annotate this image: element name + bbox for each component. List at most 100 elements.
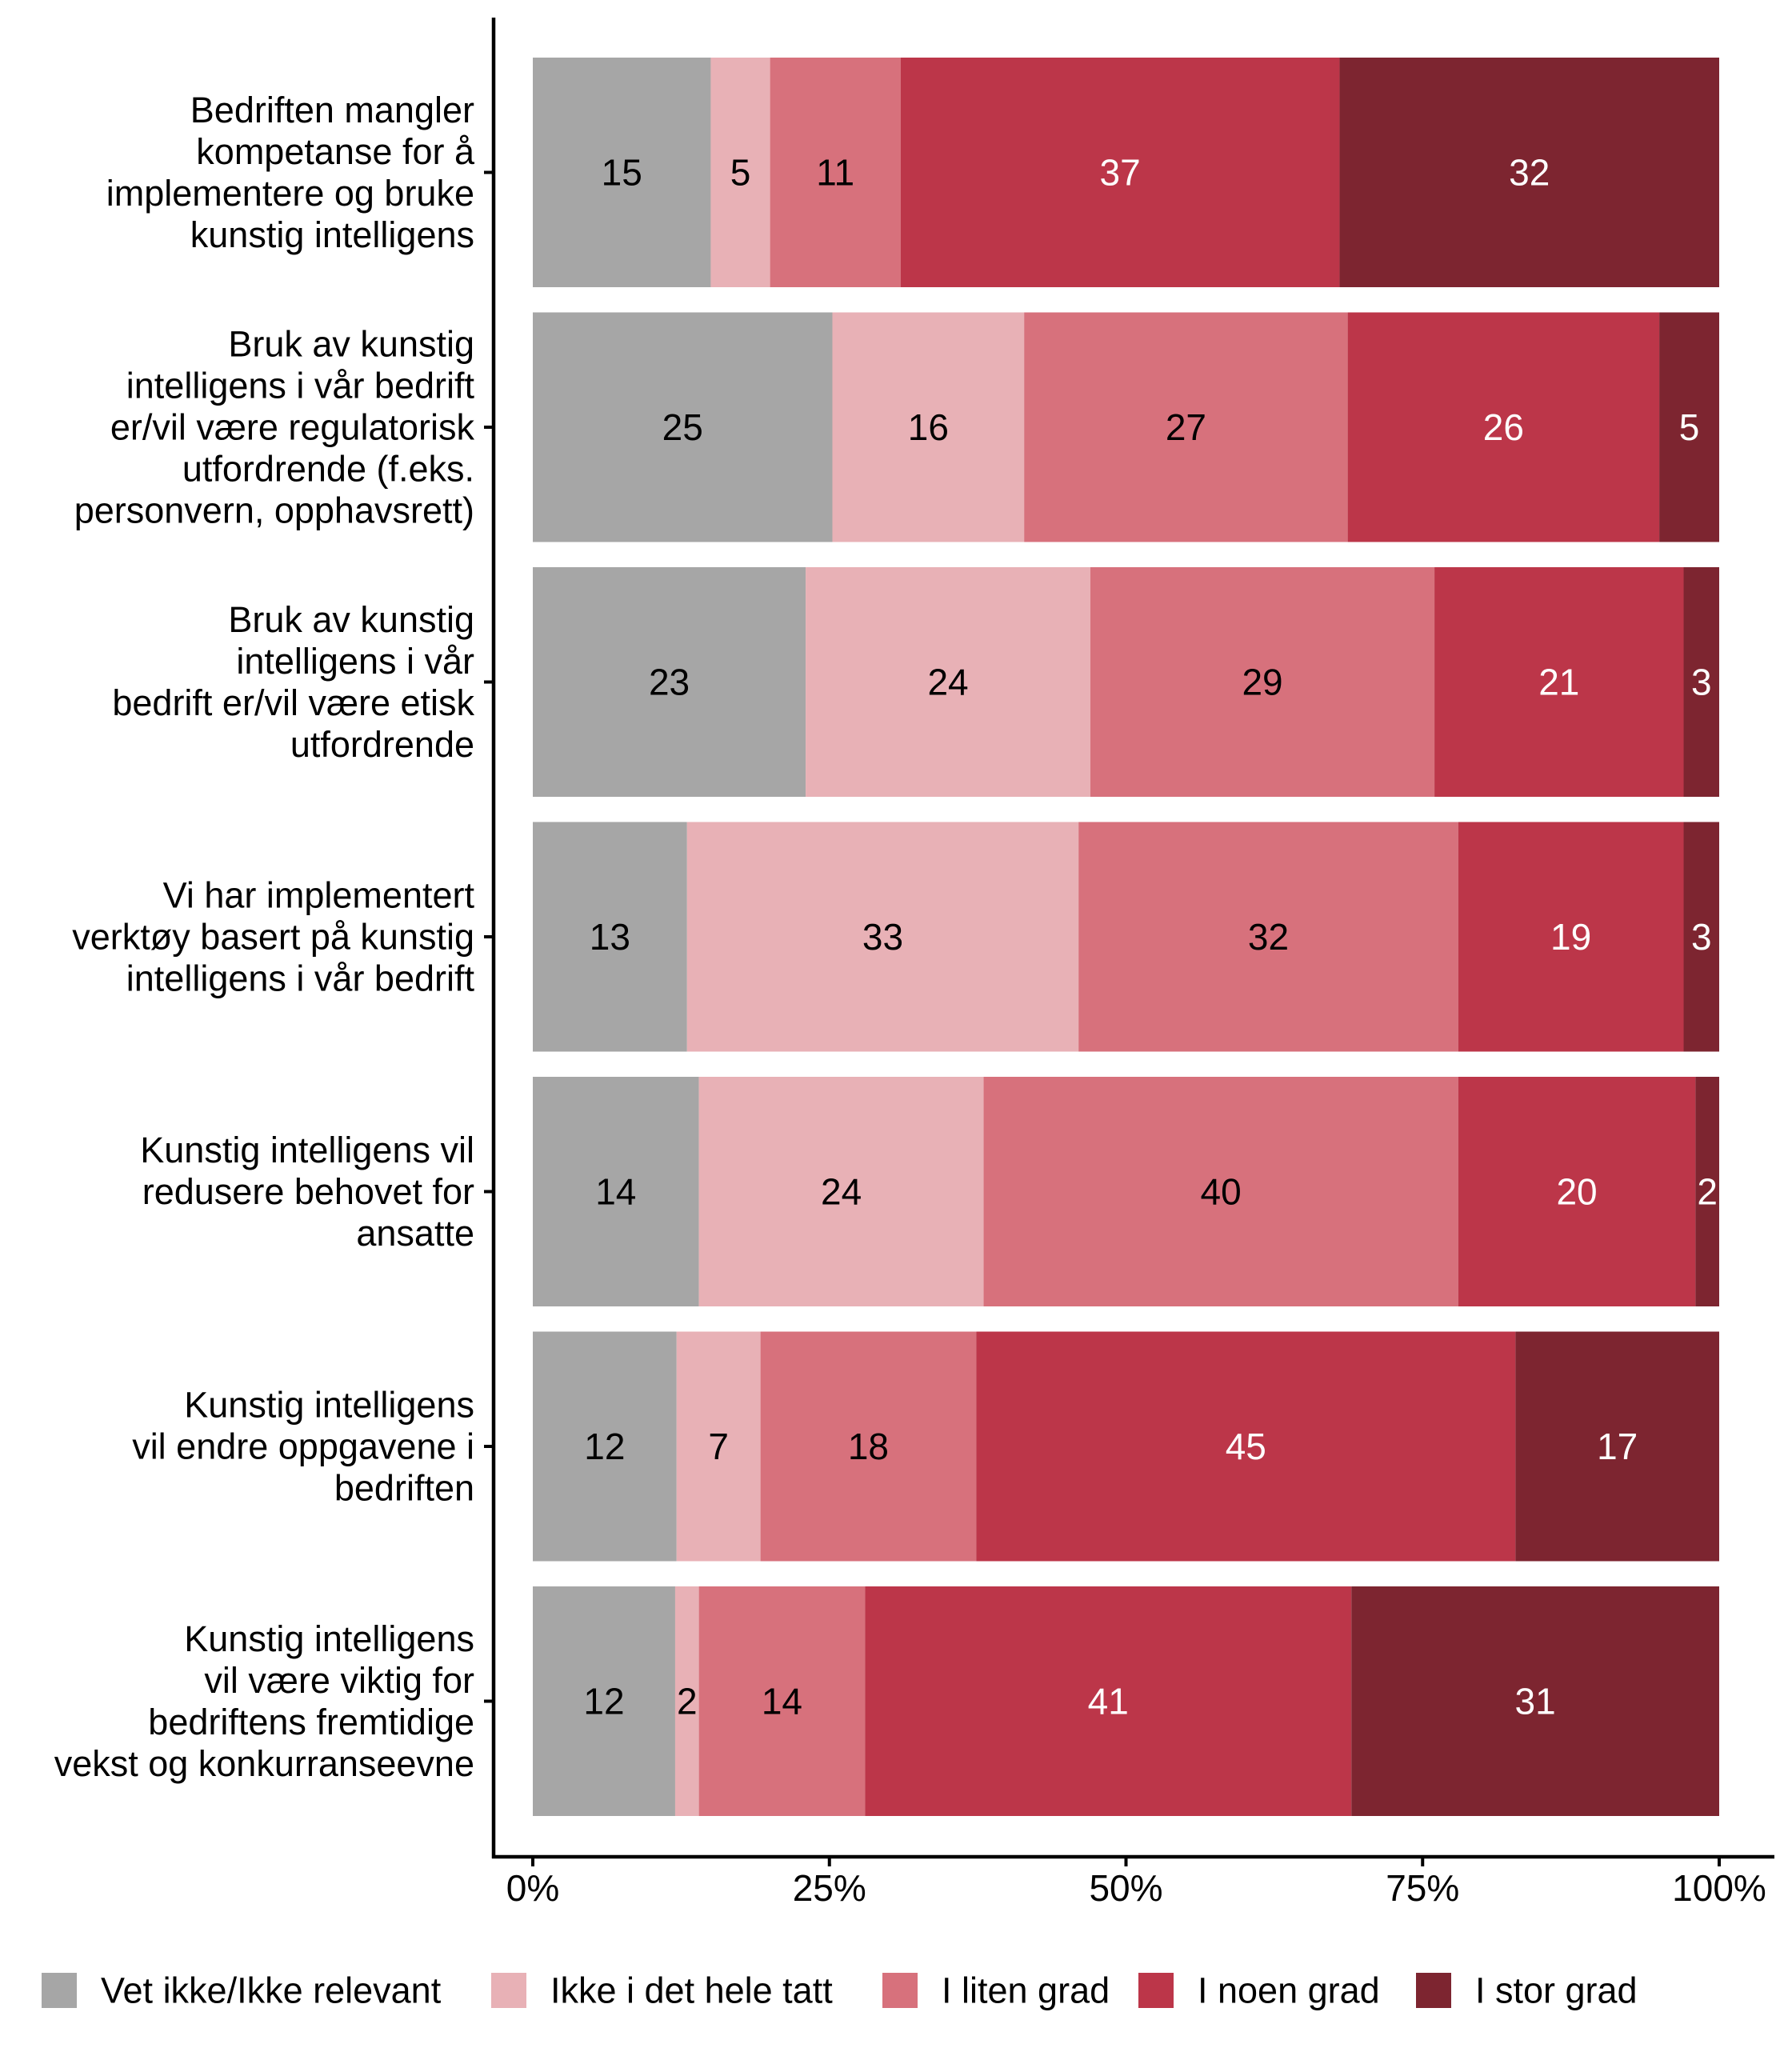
bar-value-label: 33 [862,916,903,958]
bar-value-label: 24 [821,1171,862,1213]
y-tick-label-line: ansatte [356,1213,474,1254]
legend: Vet ikke/Ikke relevant Ikke i det hele ta… [42,1970,1638,2011]
bar-row [533,822,1719,1052]
bar-segment [760,1331,977,1562]
bar-segment [1458,1077,1696,1306]
y-tick-label-line: vekst og konkurranseevne [54,1743,474,1784]
bar-segment [865,1586,1352,1816]
bar-segment [674,1586,699,1816]
bar-value-label: 32 [1509,152,1550,194]
y-tick-label-line: Bruk av kunstig [228,324,474,365]
bar-segment [983,1077,1458,1306]
bar-value-label: 20 [1556,1171,1597,1213]
bar-value-label: 37 [1099,152,1140,194]
bar-value-label: 29 [1242,662,1282,703]
bar-segment [1515,1331,1719,1562]
bar-row [533,1331,1719,1562]
bar-segment [533,1586,675,1816]
bar-segment [1659,312,1719,542]
legend-label: I liten grad [942,1970,1110,2011]
y-tick-label-line: Kunstig intelligens vil [140,1130,474,1170]
bar-value-label: 19 [1550,916,1591,958]
bar-segment [1458,822,1684,1052]
y-tick-label: Bruk av kunstig intelligens i vår bedrift … [112,599,474,765]
bar-segment [900,58,1340,287]
bar-value-label: 15 [602,152,642,194]
bar-value-label: 2 [1697,1171,1718,1213]
y-tick-label-line: Kunstig intelligens [184,1385,474,1426]
bar-segment [1683,567,1719,797]
x-tick-label: 0% [506,1867,559,1909]
x-tick-label: 100% [1672,1867,1766,1909]
y-tick-label: Vi har implementert verktøy basert på kun… [72,875,474,999]
y-tick-label-line: utfordrende (f.eks. [182,449,474,490]
bar-row [533,567,1719,797]
bar-row [533,1077,1719,1306]
legend-item: I liten grad [882,1970,1110,2011]
bar-row [533,1586,1719,1816]
bar-segment [806,567,1091,797]
bar-value-label: 3 [1691,662,1712,703]
y-tick-label-line: er/vil være regulatorisk [110,407,475,448]
bar-value-label: 21 [1538,662,1579,703]
bar-segment [1078,822,1458,1052]
y-tick-label-line: kompetanse for å [196,131,475,172]
y-tick-label-line: intelligens i vår bedrift [126,366,475,406]
bar-segment [1339,58,1719,287]
legend-key [1416,1973,1451,2008]
bar-segment [832,312,1025,542]
legend-item: I noen grad [1138,1970,1380,2011]
bar-segment [710,58,770,287]
bar-segment [1090,567,1435,797]
bar-segment [533,312,833,542]
bar-segment [533,567,806,797]
bar-value-label: 41 [1088,1681,1129,1722]
x-tick-label: 25% [793,1867,866,1909]
bar-segment [533,1077,699,1306]
bar-value-label: 2 [677,1681,698,1722]
bar-value-label: 31 [1515,1681,1556,1722]
x-tick-label: 75% [1386,1867,1459,1909]
y-tick-label-line: Vi har implementert [163,875,475,916]
y-tick-label-line: implementere og bruke [106,173,474,214]
y-tick-label-line: bedrift er/vil være etisk [112,682,474,723]
y-tick-label-line: intelligens i vår bedrift [126,958,475,999]
bar-segment [1695,1077,1719,1306]
bar-value-label: 14 [595,1171,636,1213]
bar-segment [698,1586,866,1816]
legend-item: Vet ikke/Ikke relevant [42,1970,442,2011]
y-tick-label-line: vil være viktig for [204,1660,474,1701]
bar-value-label: 14 [762,1681,802,1722]
bar-value-label: 32 [1248,916,1289,958]
legend-key [491,1973,526,2008]
bar-segment [1347,312,1660,542]
bar-value-label: 5 [730,152,751,194]
bar-value-label: 24 [927,662,968,703]
bar-segment [698,1077,984,1306]
bar-value-label: 17 [1597,1426,1638,1467]
y-tick-label: Bedriften mangler kompetanse for å impleme… [106,90,475,255]
bar-segment [533,822,687,1052]
y-tick-label-line: bedriftens fremtidige [148,1702,474,1742]
y-tick-label-line: redusere behovet for [142,1171,474,1212]
bar-value-label: 23 [649,662,690,703]
legend-key [882,1973,918,2008]
bar-segment [770,58,901,287]
y-tick-label: Kunstig intelligens vil redusere behovet … [140,1130,474,1254]
bar-value-label: 3 [1691,916,1712,958]
y-tick-label-line: vil endre oppgavene i [132,1426,474,1467]
x-tick-label: 50% [1089,1867,1162,1909]
y-tick-label-line: personvern, opphavsrett) [74,490,474,531]
legend-label: Vet ikke/Ikke relevant [101,1970,442,2011]
bar-value-label: 5 [1679,406,1700,448]
bar-value-label: 7 [708,1426,729,1467]
bar-row [533,58,1719,287]
y-tick-label-line: Bedriften mangler [190,90,474,130]
bar-segment [1351,1586,1719,1816]
legend-label: Ikke i det hele tatt [550,1970,833,2011]
bar-segment [676,1331,761,1562]
y-tick-label-line: verktøy basert på kunstig [72,917,474,958]
bar-value-label: 11 [816,152,854,194]
